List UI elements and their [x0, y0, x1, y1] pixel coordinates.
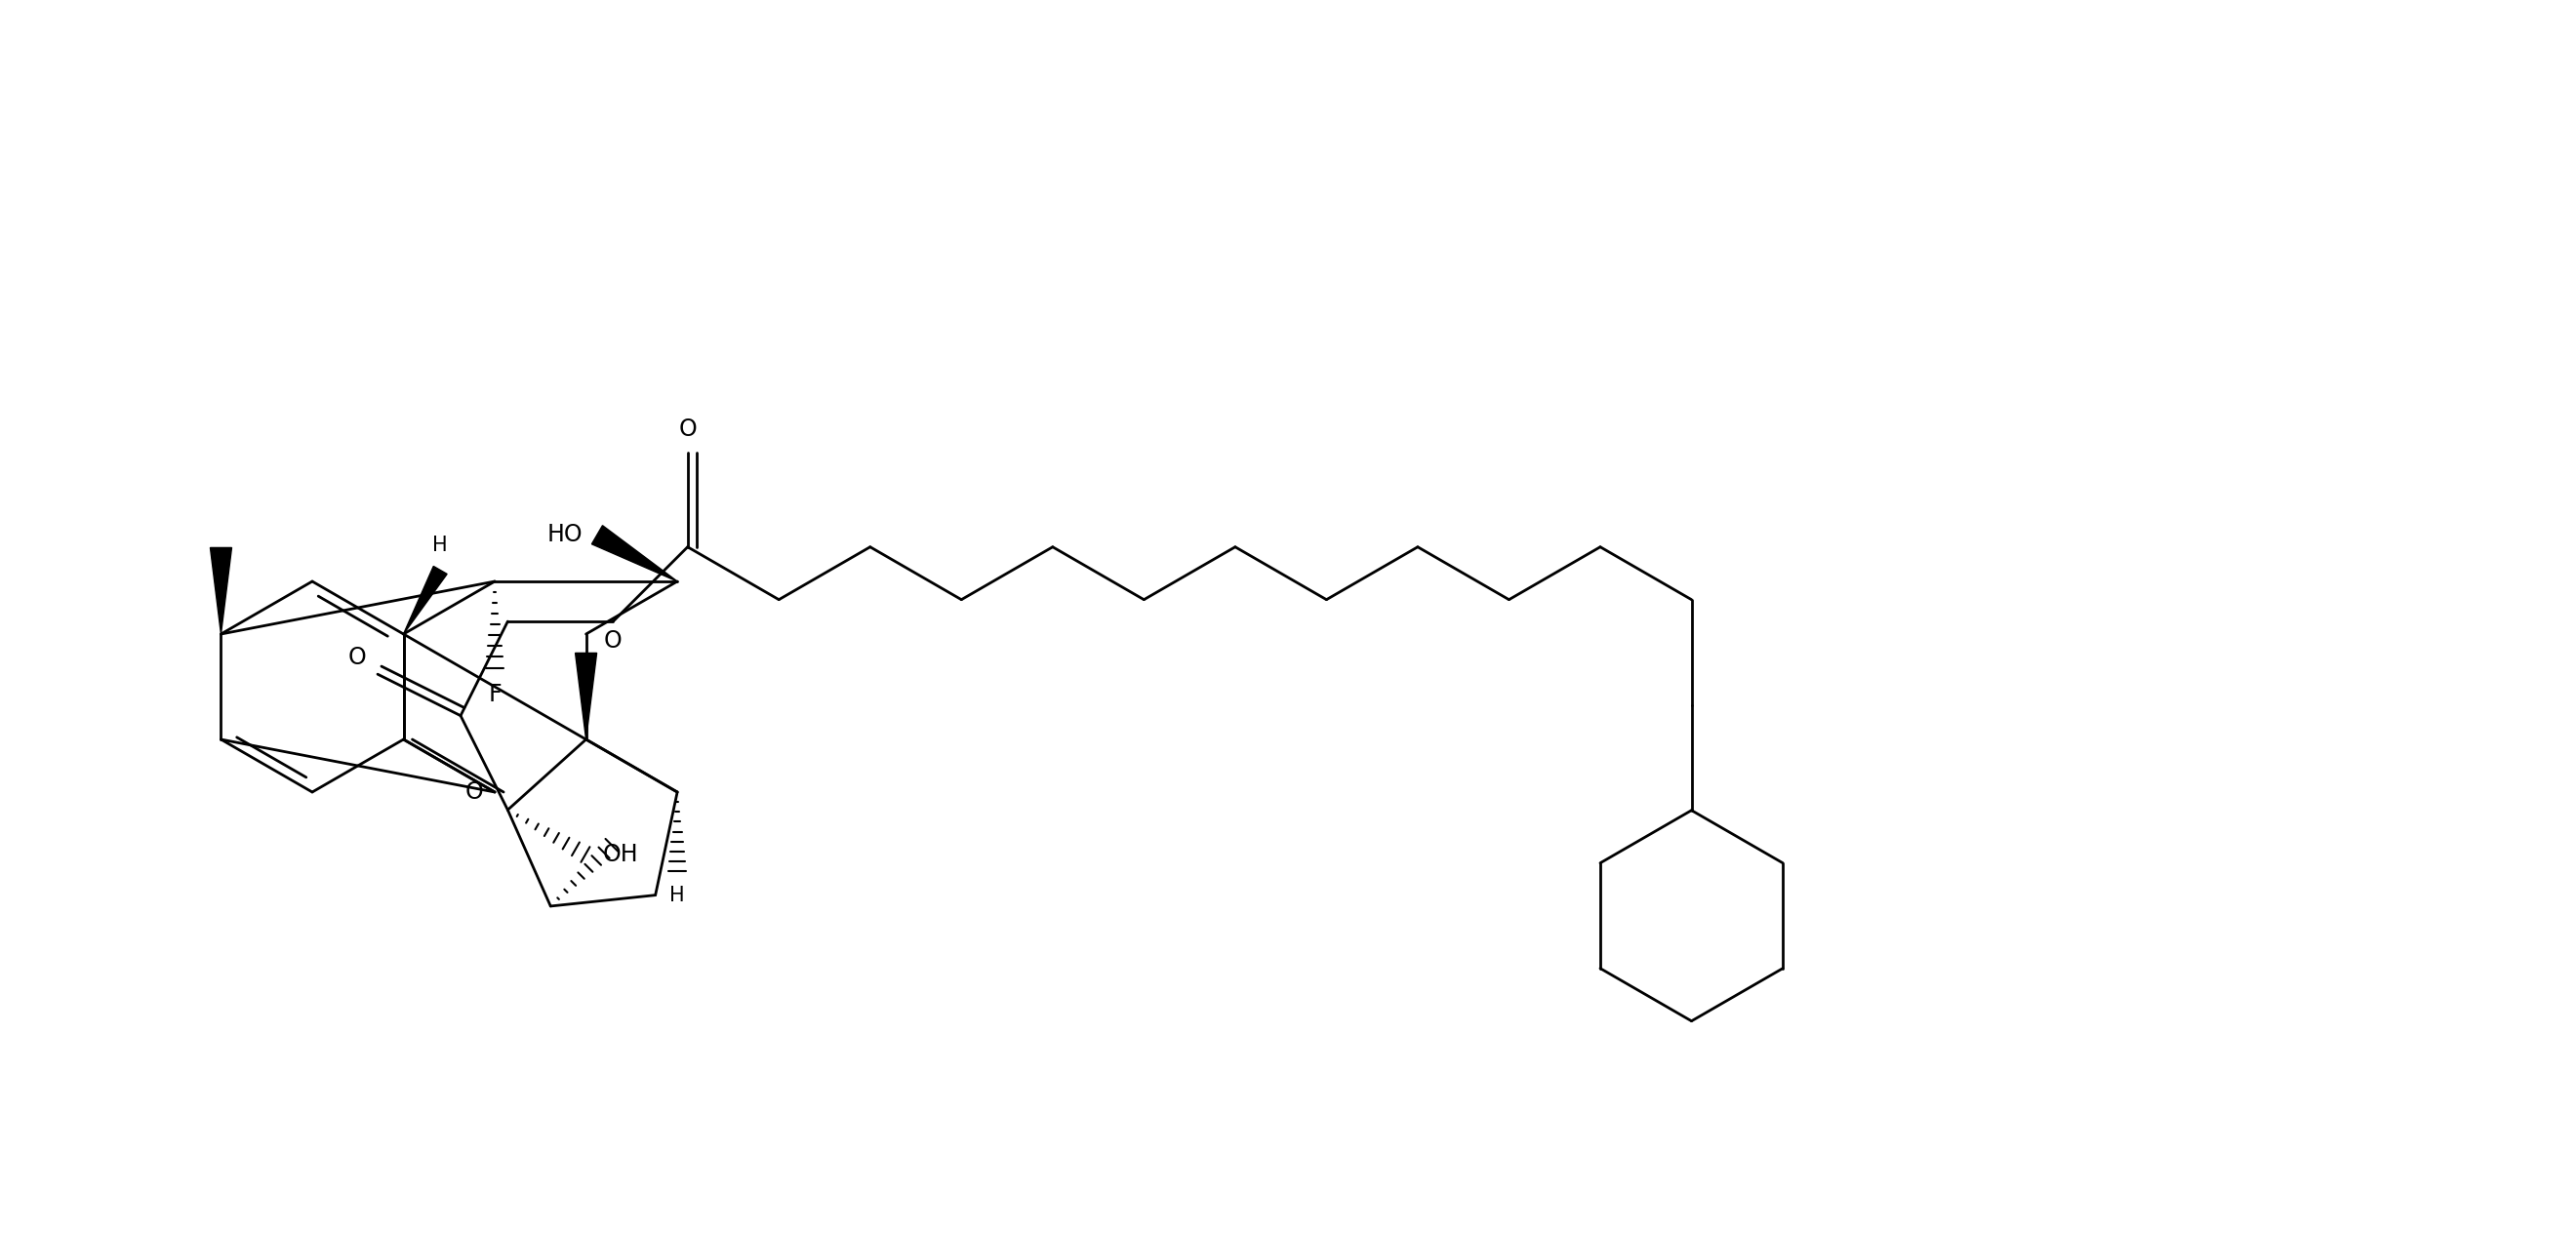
Text: O: O: [603, 629, 623, 652]
Polygon shape: [574, 653, 598, 740]
Text: H: H: [670, 885, 685, 905]
Text: H: H: [433, 536, 448, 556]
Text: O: O: [348, 646, 366, 670]
Polygon shape: [404, 566, 448, 634]
Text: F: F: [487, 682, 502, 705]
Text: HO: HO: [546, 523, 582, 546]
Text: O: O: [677, 417, 696, 440]
Text: O: O: [464, 780, 484, 804]
Text: OH: OH: [603, 843, 639, 867]
Polygon shape: [211, 547, 232, 634]
Polygon shape: [592, 525, 677, 582]
